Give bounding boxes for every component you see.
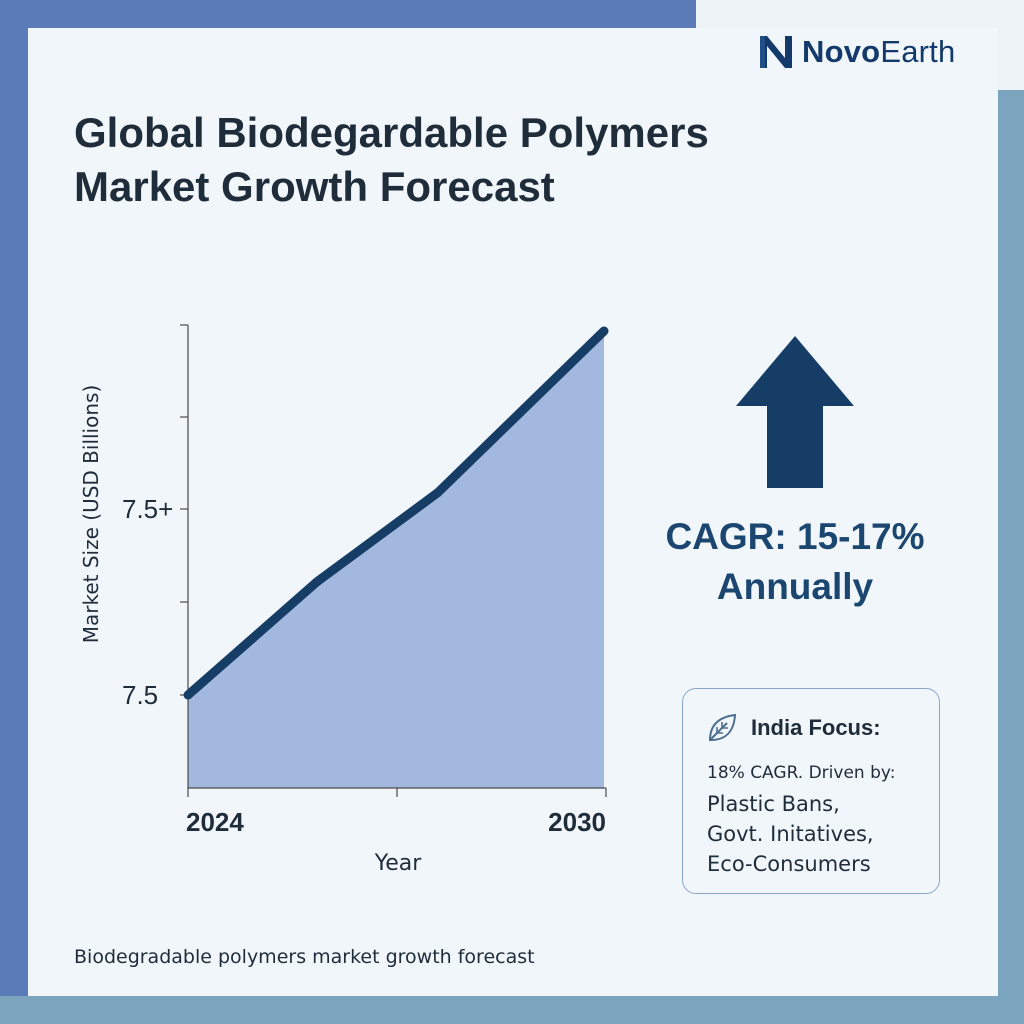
brand-logo: NovoEarth xyxy=(756,30,955,74)
title-line-1: Global Biodegardable Polymers xyxy=(74,109,709,156)
india-focus-box: India Focus: 18% CAGR. Driven by: Plasti… xyxy=(682,688,940,894)
x-axis-label: Year xyxy=(374,851,423,876)
frame-right xyxy=(998,90,1024,1024)
y-tick-label-1: 7.5 xyxy=(122,680,158,710)
y-tick-label-2: 7.5+ xyxy=(122,494,173,524)
title-line-2: Market Growth Forecast xyxy=(74,163,555,210)
brand-logo-icon xyxy=(760,36,792,68)
y-ticks xyxy=(180,324,188,696)
cagr-line-1: CAGR: 15-17% xyxy=(665,516,925,557)
x-tick-label-end: 2030 xyxy=(548,807,606,837)
india-focus-header: India Focus: xyxy=(705,711,881,745)
frame-left xyxy=(0,0,28,1024)
leaf-icon xyxy=(708,713,737,741)
brand-name: NovoEarth xyxy=(802,34,956,69)
frame-top xyxy=(0,0,696,28)
india-focus-subtitle: 18% CAGR. Driven by: xyxy=(707,763,896,783)
list-item: Eco-Consumers xyxy=(707,852,871,876)
y-axis-label: Market Size (USD Billions) xyxy=(79,385,103,644)
frame-bottom xyxy=(0,996,1024,1024)
list-item: Govt. Initatives, xyxy=(707,822,874,846)
x-tick-label-start: 2024 xyxy=(186,807,244,837)
area-fill xyxy=(188,331,604,788)
india-focus-list: Plastic Bans, Govt. Initatives, Eco-Cons… xyxy=(707,789,874,879)
page-title: Global Biodegardable Polymers Market Gro… xyxy=(74,106,854,214)
cagr-line-2: Annually xyxy=(716,566,874,607)
up-arrow-icon xyxy=(736,336,854,488)
list-item: Plastic Bans, xyxy=(707,792,840,816)
india-focus-title: India Focus: xyxy=(751,715,881,740)
x-ticks xyxy=(187,788,607,797)
series-line xyxy=(183,326,609,700)
caption: Biodegradable polymers market growth for… xyxy=(74,946,535,968)
cagr-callout: CAGR: 15-17% Annually xyxy=(640,512,950,612)
